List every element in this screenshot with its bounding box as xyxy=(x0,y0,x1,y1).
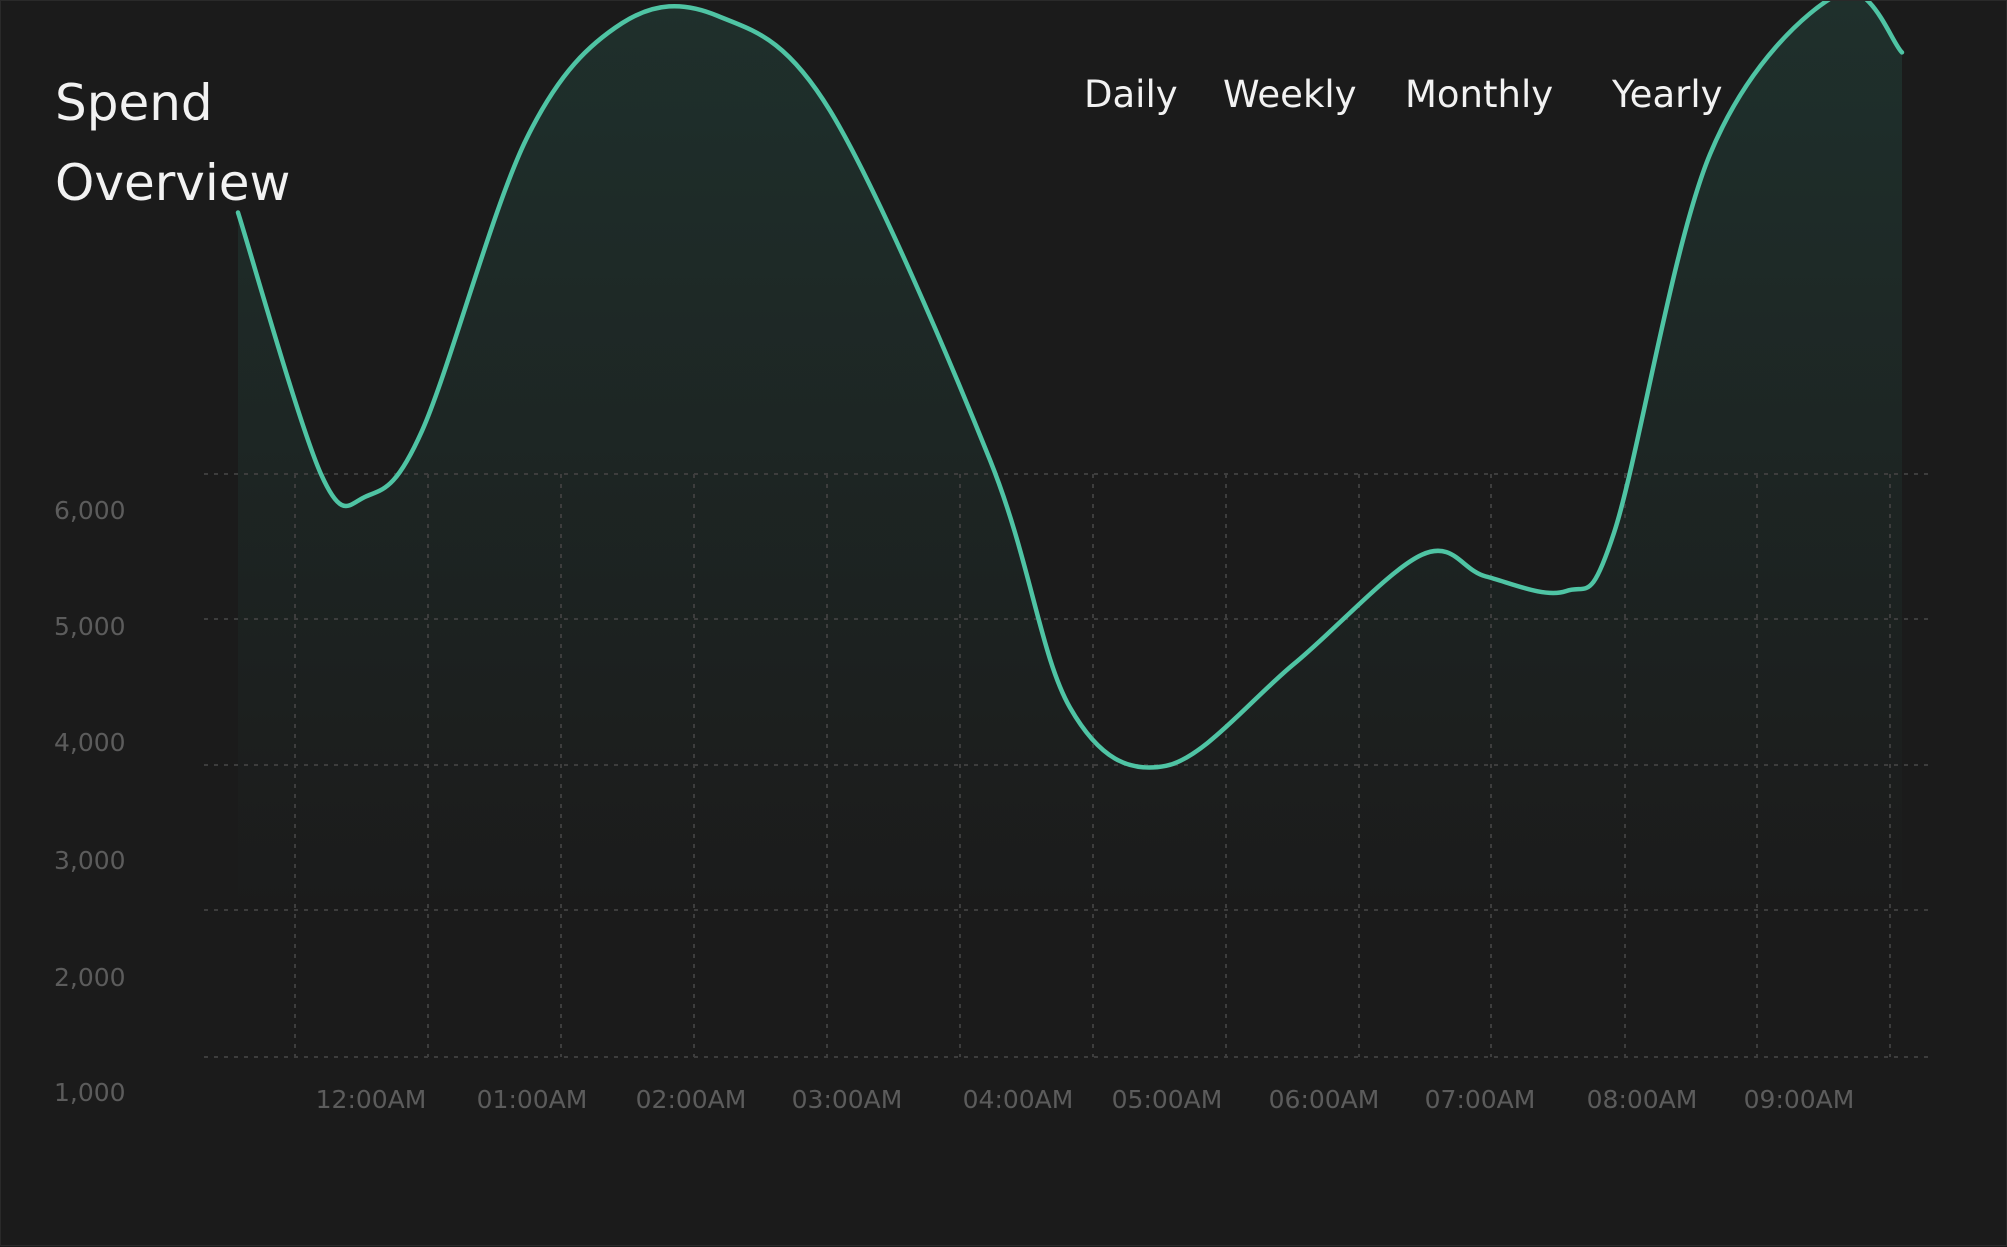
y-tick-label: 3,000 xyxy=(54,846,126,875)
series-line xyxy=(235,1,1905,770)
x-tick-label: 01:00AM xyxy=(477,1085,588,1114)
tab-monthly[interactable]: Monthly xyxy=(1405,73,1554,116)
page-title: Spend Overview xyxy=(55,63,290,223)
x-tick-label: 03:00AM xyxy=(792,1085,903,1114)
title-line-1: Spend xyxy=(55,74,213,132)
title-line-2: Overview xyxy=(55,154,291,212)
y-tick-label: 2,000 xyxy=(54,963,126,992)
tab-daily[interactable]: Daily xyxy=(1084,73,1178,116)
y-tick-label: 5,000 xyxy=(54,612,126,641)
x-tick-label: 06:00AM xyxy=(1269,1085,1380,1114)
series-area xyxy=(238,1,1902,911)
y-tick-label: 6,000 xyxy=(54,496,126,525)
period-tabs: Daily Weekly Monthly Yearly xyxy=(1,73,2006,121)
x-tick-label: 08:00AM xyxy=(1587,1085,1698,1114)
x-tick-label: 12:00AM xyxy=(316,1085,427,1114)
tab-yearly[interactable]: Yearly xyxy=(1612,73,1723,116)
tab-weekly[interactable]: Weekly xyxy=(1223,73,1357,116)
x-tick-label: 09:00AM xyxy=(1744,1085,1855,1114)
y-tick-label: 4,000 xyxy=(54,728,126,757)
x-tick-label: 04:00AM xyxy=(963,1085,1074,1114)
y-tick-label: 1,000 xyxy=(54,1078,126,1107)
x-tick-label: 07:00AM xyxy=(1425,1085,1536,1114)
x-tick-label: 05:00AM xyxy=(1112,1085,1223,1114)
x-tick-label: 02:00AM xyxy=(636,1085,747,1114)
